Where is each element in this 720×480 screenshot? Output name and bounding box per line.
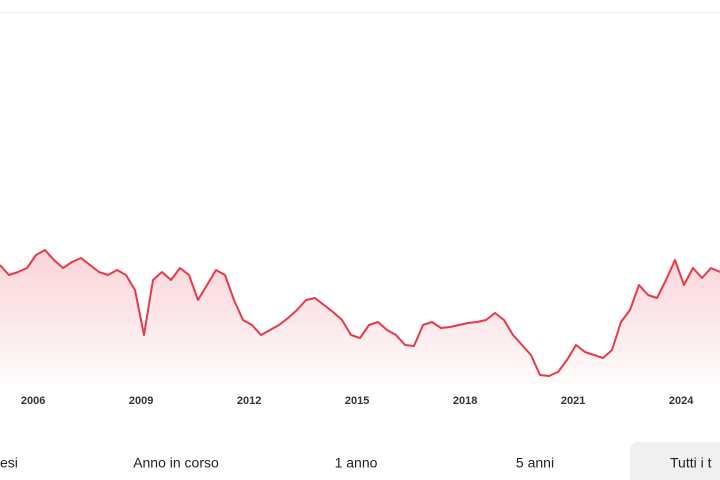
x-tick-label: 2018 [453, 395, 477, 407]
range-button[interactable]: Tutti i t [670, 455, 712, 471]
x-tick-label: 2015 [345, 395, 369, 407]
range-button[interactable]: esi [0, 455, 18, 471]
line [0, 249, 720, 377]
x-tick-label: 2021 [561, 395, 585, 407]
x-tick-label: 2009 [129, 395, 153, 407]
active-button-bg[interactable] [630, 442, 720, 480]
range-button[interactable]: 1 anno [335, 455, 378, 471]
x-tick-label: 2006 [21, 395, 45, 407]
range-button[interactable]: 5 anni [516, 455, 554, 471]
range-button[interactable]: Anno in corso [133, 455, 219, 471]
x-tick-label: 2012 [237, 395, 261, 407]
x-tick-label: 2024 [669, 395, 694, 407]
area [0, 250, 720, 385]
